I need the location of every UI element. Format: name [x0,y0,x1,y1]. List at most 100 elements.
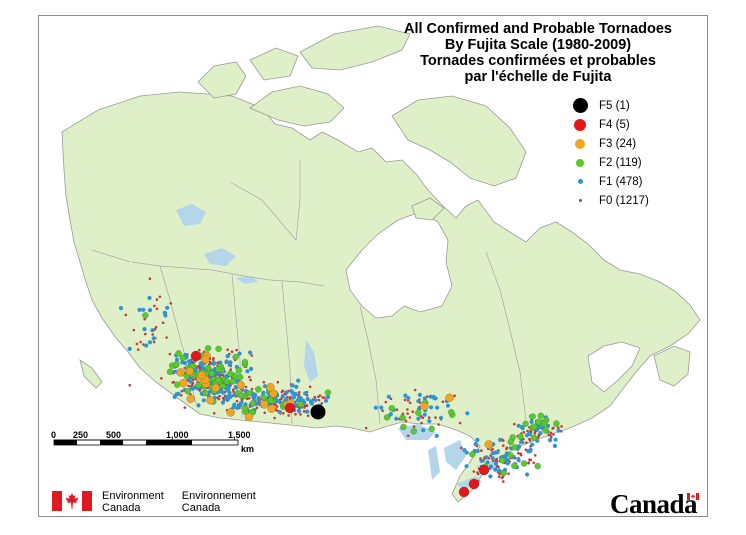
tornado-point [527,431,532,436]
tornado-point [499,457,506,464]
tornado-point [202,389,209,397]
tornado-point [505,446,509,450]
gulf-st-lawrence [587,341,641,393]
tornado-point [522,430,526,434]
tornado-point [453,394,456,398]
scale-label-250: 250 [73,430,89,440]
department-fr-line-2: Canada [181,502,221,514]
tornado-point [404,419,408,423]
tornado-point [495,457,499,461]
tornado-point [373,405,378,410]
tornado-point [158,295,162,299]
department-name-fr: Environnement Canada [182,490,256,514]
tornado-point [476,471,479,474]
department-name-en: Environment Canada [102,490,164,514]
tornado-point [191,378,195,382]
tornado-point [220,400,225,405]
lake-athabasca [236,276,258,284]
tornado-point-f4 [478,464,490,476]
tornado-point [230,350,234,354]
scale-label-500: 500 [106,430,122,440]
scale-unit: km [241,444,255,454]
tornado-point [473,442,478,447]
tornado-point [182,360,187,366]
tornado-point-f4 [284,402,296,414]
tornado-point [533,454,537,457]
tornado-point [531,423,538,430]
tornado-point [500,469,507,477]
lake-huron [444,440,466,470]
tornado-point [198,348,201,352]
tornado-point [218,394,221,398]
tornado-point [556,428,561,433]
tornado-point [419,415,423,418]
map-title: All Confirmed and Probable Tornadoes By … [388,21,688,85]
tornado-point-f4 [468,478,480,490]
tornado-point [408,401,412,405]
tornado-point [384,400,388,404]
tornado-point [223,378,231,385]
tornado-point [420,421,423,425]
tornado-point [249,400,257,407]
tornado-point [205,364,212,372]
tornado-point [530,442,535,447]
tornado-point [296,378,301,383]
tornado-point [417,392,422,397]
tornado-point [248,397,251,400]
tornado-point [174,392,179,397]
tornado-point [529,413,536,420]
tornado-point [549,431,553,435]
hudson-bay [345,211,453,319]
tornado-point [309,401,315,406]
tornado-point [553,420,560,427]
tornado-point [235,367,243,374]
tornado-point [249,366,254,371]
tornado-point [226,348,229,352]
tornado-points-f5 [310,404,326,420]
tornado-point [388,405,395,412]
tornado-point [475,437,480,442]
f0-symbol [578,199,582,202]
f5-symbol [572,98,588,113]
tornado-point [244,385,248,389]
tornado-point [197,370,206,380]
canada-wordmark: Canada [610,489,698,519]
tornado-point [196,403,201,408]
tornado-point [221,390,226,395]
tornado-point [168,352,172,356]
tornado-point [235,405,240,410]
tornado-point [480,449,483,452]
tornado-point [548,438,553,443]
tornado-point [325,394,331,400]
tornado-point [139,340,142,344]
tornado-point [485,460,490,465]
queen-elizabeth-islands [249,47,299,81]
tornado-point [289,396,292,399]
tornado-point [428,425,435,432]
tornado-point [534,462,541,470]
tornado-point [250,387,254,391]
tornado-point [448,409,455,416]
tornado-point [135,342,139,346]
tornado-point [437,423,440,426]
tornado-point [484,440,493,449]
tornado-point [507,451,514,459]
tornado-point [282,411,285,415]
tornado-point [190,386,195,391]
tornado-point [493,461,498,466]
tornado-point [174,357,180,362]
tornado-point [281,389,285,393]
tornado-point [241,405,249,412]
tornado-point [218,360,223,365]
tornado-point [304,409,309,414]
tornado-point [420,402,429,411]
tornado-point [160,377,163,380]
tornado-point [151,336,156,341]
tornado-point [173,361,180,368]
tornado-point-f4 [190,350,202,362]
great-slave-lake [204,248,236,266]
tornado-point [323,398,329,403]
tornado-point [148,277,152,281]
tornado-point [458,421,462,425]
tornado-points-f4 [190,350,490,498]
